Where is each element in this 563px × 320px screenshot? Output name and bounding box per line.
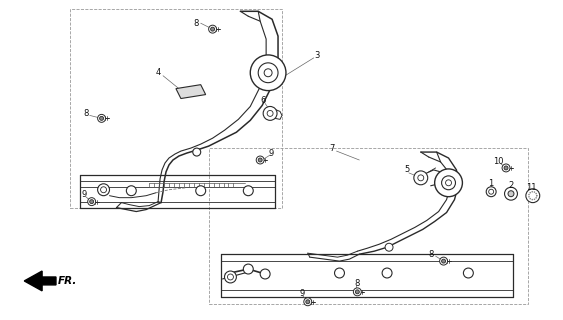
Circle shape (504, 166, 508, 170)
Circle shape (463, 268, 473, 278)
Circle shape (97, 114, 105, 122)
Text: 9: 9 (82, 190, 87, 199)
Circle shape (264, 69, 272, 77)
Circle shape (528, 196, 530, 197)
Polygon shape (24, 271, 56, 291)
Circle shape (267, 110, 273, 116)
Circle shape (535, 197, 537, 199)
Circle shape (263, 107, 277, 120)
Circle shape (304, 298, 312, 306)
Circle shape (528, 194, 530, 196)
Circle shape (306, 300, 310, 304)
Circle shape (334, 268, 345, 278)
Circle shape (489, 189, 494, 194)
Circle shape (260, 269, 270, 279)
Circle shape (441, 176, 455, 190)
Circle shape (209, 25, 217, 33)
Text: 9: 9 (268, 148, 274, 157)
Text: 9: 9 (300, 289, 305, 298)
Circle shape (126, 186, 136, 196)
Circle shape (258, 158, 262, 162)
Circle shape (97, 184, 110, 196)
Circle shape (508, 191, 514, 197)
Polygon shape (176, 85, 205, 99)
Circle shape (243, 264, 253, 274)
Circle shape (90, 200, 93, 204)
Circle shape (414, 171, 428, 185)
Circle shape (529, 198, 531, 199)
Text: 2: 2 (508, 181, 513, 190)
Circle shape (486, 187, 496, 197)
Circle shape (502, 164, 510, 172)
Circle shape (529, 192, 531, 194)
Circle shape (534, 198, 535, 200)
Text: 10: 10 (493, 157, 504, 166)
Text: 8: 8 (354, 279, 360, 288)
Text: 6: 6 (260, 96, 266, 105)
Circle shape (504, 187, 517, 200)
Circle shape (385, 243, 393, 251)
Text: 4: 4 (156, 68, 162, 77)
Text: 5: 5 (404, 165, 409, 174)
Circle shape (225, 271, 236, 283)
Circle shape (531, 199, 533, 200)
Circle shape (445, 180, 452, 186)
Circle shape (196, 186, 205, 196)
Circle shape (536, 195, 538, 196)
Circle shape (256, 156, 264, 164)
Circle shape (440, 257, 448, 265)
Circle shape (536, 195, 538, 196)
Bar (209, 148, 528, 304)
Circle shape (354, 288, 361, 296)
Circle shape (251, 55, 286, 91)
Circle shape (101, 187, 106, 193)
Circle shape (100, 116, 104, 120)
Text: FR.: FR. (58, 276, 77, 286)
Circle shape (193, 148, 200, 156)
Circle shape (355, 290, 359, 294)
Circle shape (88, 198, 96, 206)
Text: 7: 7 (329, 144, 335, 153)
Circle shape (258, 63, 278, 83)
Circle shape (211, 27, 215, 31)
Text: 8: 8 (194, 19, 199, 28)
Circle shape (535, 193, 537, 194)
Circle shape (435, 169, 462, 197)
Text: 1: 1 (488, 179, 493, 188)
Circle shape (382, 268, 392, 278)
Circle shape (531, 191, 533, 193)
Text: 8: 8 (428, 250, 434, 259)
Circle shape (526, 189, 540, 203)
Circle shape (441, 259, 445, 263)
Text: 3: 3 (315, 52, 320, 60)
Circle shape (243, 186, 253, 196)
Text: 8: 8 (84, 109, 89, 118)
Circle shape (227, 274, 234, 280)
Circle shape (534, 191, 535, 193)
Bar (70, 9, 282, 208)
Text: 11: 11 (526, 183, 537, 192)
